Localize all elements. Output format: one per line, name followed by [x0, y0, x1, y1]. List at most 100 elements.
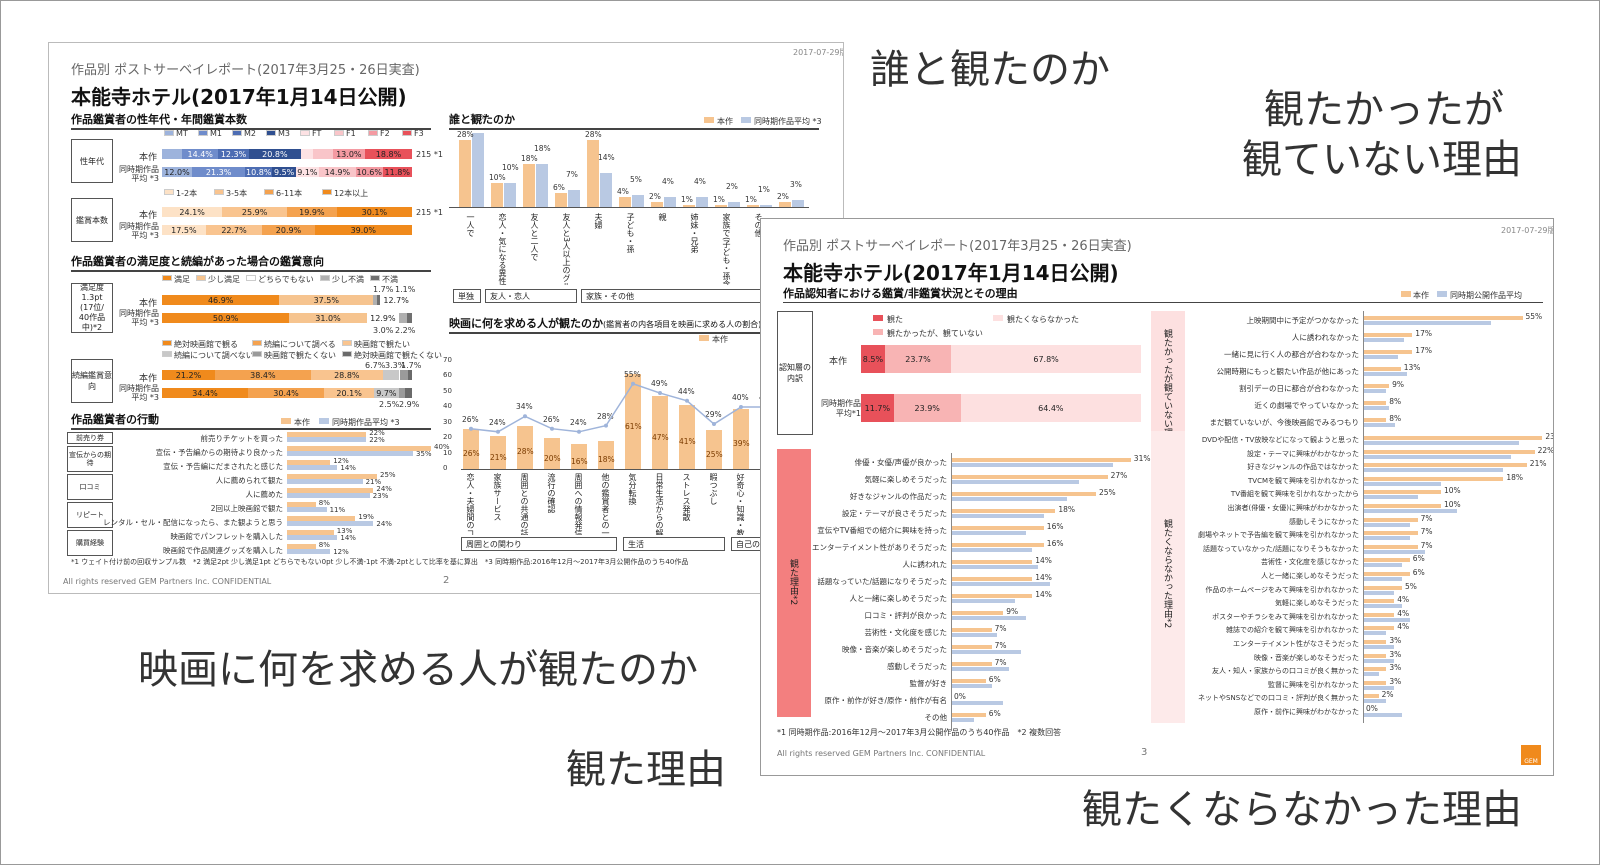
- slide-copyright: All rights reserved GEM Partners Inc. CO…: [63, 577, 272, 586]
- stacked-segment: [399, 313, 407, 323]
- notseen-label: 公開時期にもっと観たい作品が他にあった: [1216, 367, 1360, 376]
- action-bar-main: [287, 544, 316, 549]
- seek-value-main: 41%: [679, 437, 696, 447]
- label-avg: 同時期作品平均 *3: [119, 165, 159, 183]
- who-value-main: 2%: [777, 192, 789, 202]
- who-bar-main: [619, 197, 631, 207]
- notwant-label: 話題なっていなかった/話題になりそうもなかった: [1202, 544, 1359, 553]
- action-bar-avg: [287, 437, 367, 442]
- action-value-avg: 14%: [340, 534, 356, 542]
- notseen-bar-avg: [1363, 338, 1404, 342]
- notseen-label: まだ観ていないが、今後映画館でみるつもり: [1209, 418, 1359, 427]
- action-bar-avg: [287, 451, 413, 456]
- seek-value-main: 20%: [544, 453, 561, 463]
- section-title: 作品認知者における鑑賞/非鑑賞状況とその理由: [783, 285, 1543, 303]
- legend-swatch-avg: [1437, 291, 1447, 297]
- stacked-bar-count-main: 24.1% 25.9% 19.9% 30.1%: [162, 207, 412, 217]
- legend-swatch-honsaku: [1401, 291, 1411, 297]
- seek-avg-point: [469, 426, 473, 431]
- who-bar-avg: [760, 204, 772, 207]
- stacked-segment: 13.0%: [332, 149, 366, 159]
- label-honsaku: 本作: [829, 357, 848, 367]
- who-bar-main: [555, 192, 567, 207]
- seek-avg-point: [550, 426, 554, 431]
- stacked-segment: [407, 370, 412, 380]
- who-bar-avg: [568, 190, 580, 207]
- who-value-avg: 4%: [662, 177, 674, 187]
- stacked-segment: 14.4%: [182, 149, 219, 159]
- notseen-bar-main: [1363, 401, 1387, 405]
- seek-value-avg: 26%: [543, 414, 560, 424]
- panel-seen-bg: [777, 449, 811, 717]
- notwant-value: 5%: [1405, 581, 1417, 591]
- notseen-label: 近くの劇場でやっていなかった: [1254, 401, 1359, 410]
- notseen-label: 人に誘われなかった: [1291, 333, 1359, 342]
- notwant-value: 7%: [1420, 540, 1433, 550]
- action-group-label: リピート: [67, 502, 113, 528]
- section-actions-title: 作品鑑賞者の行動: [71, 411, 431, 430]
- notwant-bar-avg: [1363, 699, 1387, 704]
- notseen-bar-main: [1363, 333, 1413, 337]
- who-bar-avg: [632, 195, 644, 207]
- seek-label: 周囲への情報発信: [574, 473, 583, 535]
- seek-value-avg: 24%: [489, 417, 506, 427]
- legend-swatch-seen: [873, 315, 883, 321]
- stacked-segment: 12.3%: [218, 149, 249, 159]
- notwant-value: 3%: [1389, 676, 1402, 686]
- callout-notseen-line2: 観ていない理由: [1242, 137, 1522, 183]
- action-value-main: 22%: [369, 429, 385, 437]
- who-value-avg: 2%: [726, 182, 738, 192]
- seen-bar-avg: [951, 497, 1067, 501]
- who-groups: 単独 友人・恋人 家族・その他: [449, 289, 843, 305]
- seek-label: 他の鑑賞者との一体感: [601, 473, 610, 535]
- who-label: 親: [658, 213, 667, 221]
- legend-label: 3-5本: [226, 189, 248, 198]
- notwant-bar-avg: [1363, 509, 1457, 513]
- notseen-bar-main: [1363, 384, 1390, 388]
- slide-footnote: *1 同時期作品:2016年12月〜2017年3月公開作品のうち40作品 *2 …: [777, 728, 1062, 737]
- legend-swatch-notwant: [993, 315, 1003, 321]
- legend-swatch: [264, 189, 274, 195]
- action-bar-main: [287, 530, 334, 535]
- seen-value: 9%: [1006, 607, 1019, 616]
- seek-avg-point: [712, 422, 716, 427]
- action-bar-avg: [287, 493, 370, 498]
- who-value-avg: 10%: [502, 163, 519, 172]
- notwant-bar-avg: [1363, 590, 1395, 595]
- gem-logo-text: GEM: [1524, 758, 1538, 765]
- action-value-avg: 14%: [340, 464, 356, 472]
- notwant-label: 感動しそうになかった: [1289, 517, 1359, 526]
- stacked-segment: 9.5%: [272, 167, 296, 177]
- legend-swatch: [334, 130, 344, 136]
- seen-bar-avg: [951, 514, 1044, 518]
- seek-avg-point: [658, 391, 662, 396]
- notwant-bar-avg: [1363, 563, 1402, 568]
- notwant-bar-avg: [1363, 454, 1512, 459]
- stacked-bar-sat-avg: 50.9% 31.0% 12.9%: [162, 313, 412, 323]
- notwant-bar-avg: [1363, 672, 1379, 677]
- who-value-main: 1%: [681, 194, 693, 204]
- notwant-label: エンターテイメント性がなさそうだった: [1233, 640, 1359, 648]
- seen-bar-avg: [951, 684, 992, 688]
- notseen-bar-main: [1363, 367, 1401, 371]
- seek-avg-point: [631, 381, 635, 386]
- notwant-value: 7%: [1420, 513, 1433, 523]
- seek-value-avg: 40%: [732, 393, 749, 402]
- legend-avg: 同時期作品平均 *3: [332, 418, 400, 427]
- notseen-value: 13%: [1403, 363, 1421, 372]
- action-bar-main: [287, 516, 356, 521]
- slide-title: 本能寺ホテル(2017年1月14日公開): [783, 261, 1119, 285]
- notwant-value: 18%: [1506, 472, 1524, 482]
- awareness-segment: 8.5%: [861, 345, 885, 373]
- stacked-segment: 10.8%: [245, 167, 273, 177]
- label-honsaku: 本作: [139, 211, 158, 221]
- action-group-label: 前売り券: [67, 432, 113, 444]
- seq-main-small-2: 3.3%: [385, 361, 406, 370]
- legend-label: M3: [278, 129, 290, 138]
- notseen-label: 割引デーの日に都合が合わなかった: [1239, 384, 1359, 393]
- legend-notwant: 観たくならなかった: [1007, 315, 1079, 324]
- legend-swatch: [164, 130, 174, 136]
- who-value-avg: 18%: [534, 143, 551, 153]
- stacked-segment: 21.2%: [162, 370, 215, 380]
- row-label-count: 鑑賞本数: [71, 198, 113, 242]
